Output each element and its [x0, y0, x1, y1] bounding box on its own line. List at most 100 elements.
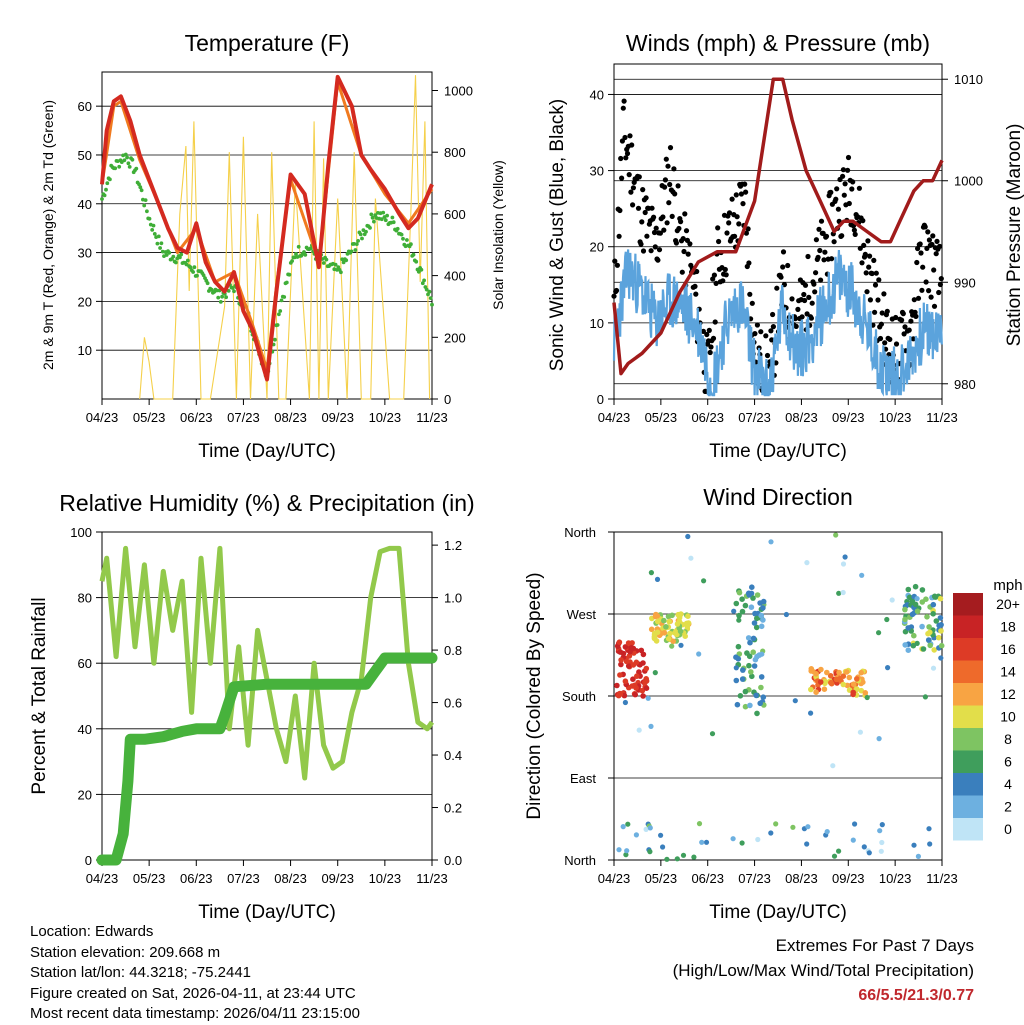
wind-gust-point: [666, 200, 672, 206]
temp-dewpoint-point: [278, 309, 283, 313]
dir-point-cluster-c: [734, 701, 741, 708]
wind-gust-point: [685, 251, 691, 257]
wind-gust-point: [833, 196, 839, 202]
temp-dewpoint-point: [360, 236, 364, 241]
wind-gust-point: [667, 181, 673, 188]
dir-point-cluster-c: [739, 608, 746, 615]
dir-point-cluster-e: [926, 624, 932, 630]
rh_precip-plot-frame: [101, 531, 433, 861]
dir-point-cluster-e: [910, 642, 917, 649]
temp-ytick-label-5: 50: [78, 148, 92, 163]
colorbar-label-1: 18: [1000, 619, 1016, 635]
wind-gust-point: [611, 293, 617, 299]
dir-point-cluster-d: [813, 689, 819, 695]
temp-dewpoint-point: [192, 265, 197, 270]
temperature-xtick-label-1: 05/23: [133, 410, 166, 425]
wind-gust-point: [687, 241, 693, 247]
temp-dewpoint-point: [224, 295, 229, 300]
rh-ytick-label-5: 100: [70, 525, 92, 540]
wind-gust-point: [665, 163, 671, 169]
wind-gust-point: [716, 238, 722, 245]
dir-point-cluster-e: [905, 625, 911, 631]
dir-point-scatter: [685, 533, 691, 540]
dir-point-scatter: [915, 853, 922, 860]
dir-point-scatter: [669, 643, 675, 649]
colorbar-swatch-6: [953, 728, 983, 751]
temp-dewpoint-point: [275, 323, 280, 327]
wind-gust-point: [873, 270, 879, 276]
dir-point-cluster-d: [828, 679, 834, 686]
temp-dewpoint-point: [356, 239, 360, 243]
colorbar-label-9: 2: [1004, 799, 1012, 815]
dir-point-cluster-a: [630, 676, 636, 682]
dir-point-scatter: [857, 729, 864, 735]
dir-point-cluster-e: [933, 618, 940, 624]
temperature-xtick-label-0: 04/23: [86, 410, 119, 425]
temp-dewpoint-point: [171, 254, 176, 259]
temp-dewpoint-point: [284, 280, 289, 285]
dir-point-scatter: [859, 572, 865, 578]
rh-ytick-label-2: 40: [78, 722, 92, 737]
dir-point-scatter: [879, 839, 885, 846]
dir-point-cluster-c: [758, 684, 764, 691]
wind-gust-point: [835, 206, 842, 212]
wind-gust-point: [918, 250, 924, 256]
dir-point-cluster-c: [739, 676, 746, 682]
colorbar-swatch-5: [953, 705, 983, 728]
wind-gust-point: [926, 237, 933, 243]
colorbar-label-7: 6: [1004, 754, 1012, 770]
extremes-subtitle: (High/Low/Max Wind/Total Precipitation): [672, 961, 974, 980]
dir-ylabel: Direction (Colored By Speed): [524, 572, 545, 819]
dir-point-scatter: [866, 850, 872, 856]
winds_pressure-xtick-label-2: 06/23: [691, 410, 724, 425]
temp-ytick-label-3: 30: [78, 246, 92, 261]
dir-point-cluster-e: [912, 583, 919, 590]
wind-gust-point: [660, 214, 666, 220]
wind-gust-point: [900, 311, 906, 317]
wind-gust-point: [644, 233, 650, 239]
temp-dewpoint-point: [302, 250, 306, 254]
wind-gust-point: [680, 236, 686, 242]
temp-y2tick-label-2: 400: [444, 269, 466, 284]
dir-point-cluster-a: [629, 683, 635, 689]
temp-dewpoint-point: [352, 242, 356, 246]
temp-dewpoint-point: [216, 295, 221, 300]
dir-point-scatter: [914, 640, 920, 647]
dir-point-scatter: [696, 821, 703, 827]
wind-gust-point: [780, 249, 787, 255]
temp-dewpoint-point: [188, 265, 193, 270]
temp-dewpoint-point: [164, 253, 169, 257]
temp-dewpoint-point: [349, 249, 354, 254]
temperature-xtick-label-2: 06/23: [180, 410, 213, 425]
temp-dewpoint-point: [427, 289, 432, 294]
temp-dewpoint-point: [409, 242, 413, 247]
winds_pressure-xtick-label-1: 05/23: [645, 410, 678, 425]
dir-point-scatter: [808, 710, 814, 716]
wind-gust-point: [655, 257, 661, 263]
wind-gust-point: [828, 189, 834, 195]
wind-gust-point: [902, 324, 908, 330]
dir-point-cluster-d: [850, 681, 857, 687]
wind-gust-point: [934, 238, 940, 244]
temp-dewpoint-point: [279, 298, 284, 303]
dir-point-scatter: [864, 694, 870, 701]
wind-gust-point: [929, 241, 935, 248]
wind-gust-point: [715, 225, 721, 231]
wind-gust-point: [758, 329, 764, 335]
wind-gust-point: [857, 245, 863, 251]
wind-gust-point: [861, 242, 867, 248]
temp-dewpoint-point: [424, 287, 429, 292]
winds_pressure-plot-frame: [613, 63, 943, 400]
temperature-xtick-label-6: 10/23: [369, 410, 402, 425]
wind-gust-point: [920, 264, 926, 270]
winds_pressure-xtick-label-0: 04/23: [598, 410, 631, 425]
dir-point-cluster-c: [760, 605, 766, 611]
wind-series-pressure: [612, 77, 944, 376]
colorbar-label-8: 4: [1004, 776, 1012, 792]
temp-dewpoint-point: [155, 241, 160, 246]
wind-gust-point: [866, 264, 872, 270]
wind-gust-point: [626, 172, 632, 178]
wind-gust-point: [842, 181, 848, 187]
dir-point-scatter: [736, 617, 742, 623]
temp-dewpoint-point: [134, 166, 139, 171]
